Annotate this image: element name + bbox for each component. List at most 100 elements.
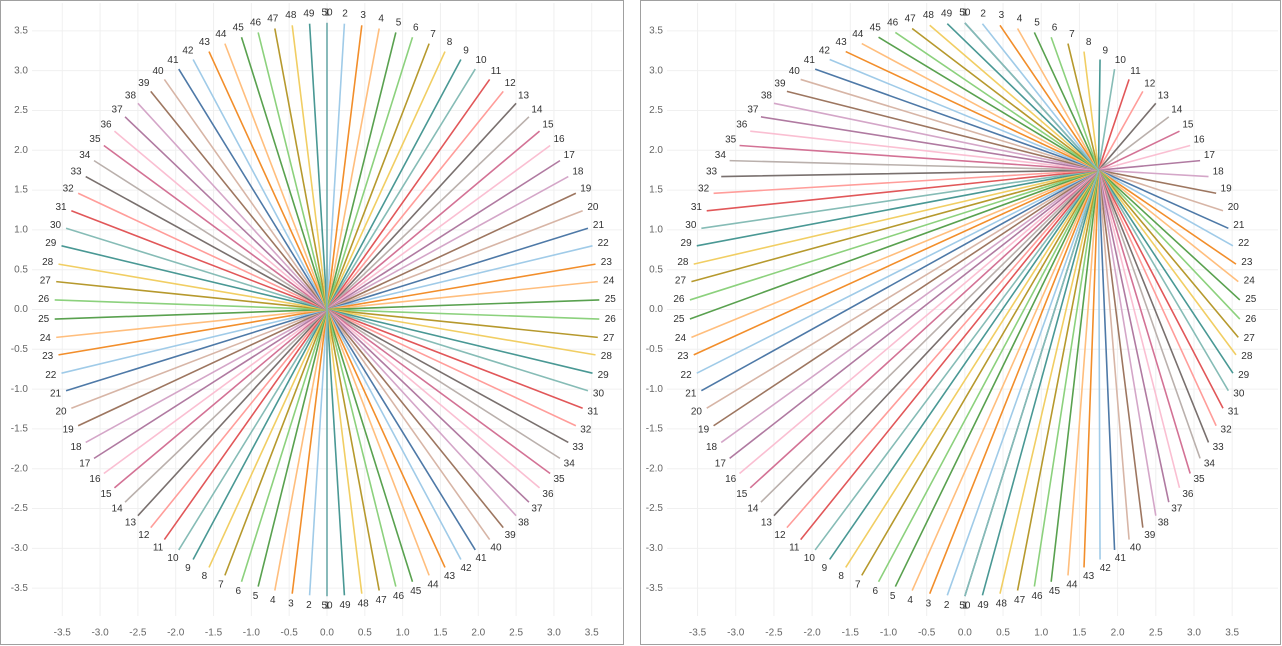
- y-tick-label: -1.5: [11, 424, 29, 435]
- endpoint-label: 39: [505, 530, 517, 541]
- endpoint-label: 38: [1158, 518, 1170, 529]
- endpoint-label: 39: [138, 78, 150, 89]
- endpoint-label: 44: [852, 29, 864, 40]
- endpoint-label: 18: [1213, 166, 1225, 177]
- x-tick-label: 2.5: [1149, 628, 1163, 639]
- x-tick-label: -3.5: [54, 628, 72, 639]
- endpoint-label: 24: [1244, 275, 1256, 286]
- endpoint-label: 31: [56, 202, 68, 213]
- endpoint-label: 21: [50, 388, 62, 399]
- y-tick-label: 2.0: [14, 145, 28, 156]
- endpoint-label: 17: [715, 458, 727, 469]
- endpoint-label: 6: [1052, 22, 1058, 33]
- x-tick-label: -1.5: [205, 628, 223, 639]
- endpoint-label: 33: [1213, 442, 1225, 453]
- x-tick-label: -2.0: [167, 628, 185, 639]
- endpoint-label: 7: [218, 579, 224, 590]
- endpoint-label: 17: [79, 458, 91, 469]
- x-tick-label: -3.5: [689, 628, 707, 639]
- endpoint-label: 35: [553, 474, 565, 485]
- endpoint-label: 14: [531, 105, 543, 116]
- x-tick-label: 0.5: [996, 628, 1010, 639]
- endpoint-label: 49: [340, 600, 352, 611]
- endpoint-label: 3: [926, 598, 932, 609]
- endpoint-label: 27: [40, 275, 52, 286]
- x-tick-label: -0.5: [281, 628, 299, 639]
- endpoint-label: 17: [564, 150, 576, 161]
- x-tick-label: -2.5: [129, 628, 147, 639]
- endpoint-label: 39: [774, 78, 786, 89]
- endpoint-label: 37: [747, 105, 759, 116]
- endpoint-label: 5: [253, 591, 259, 602]
- endpoint-label: 1: [962, 601, 968, 612]
- endpoint-label: 35: [725, 134, 737, 145]
- x-tick-label: -1.5: [842, 628, 860, 639]
- endpoint-label: 38: [761, 91, 773, 102]
- x-tick-label: -1.0: [243, 628, 261, 639]
- endpoint-label: 28: [1241, 351, 1253, 362]
- x-tick-label: 3.5: [585, 628, 599, 639]
- y-tick-label: -2.0: [11, 463, 29, 474]
- endpoint-label: 46: [1031, 591, 1043, 602]
- y-tick-label: -2.5: [11, 503, 29, 514]
- endpoint-label: 45: [233, 22, 245, 33]
- endpoint-label: 26: [38, 294, 50, 305]
- endpoint-label: 5: [396, 17, 402, 28]
- endpoint-label: 19: [63, 425, 75, 436]
- endpoint-label: 6: [235, 586, 241, 597]
- x-tick-label: 3.0: [547, 628, 561, 639]
- endpoint-label: 47: [376, 595, 388, 606]
- endpoint-label: 1: [324, 601, 330, 612]
- endpoint-label: 15: [1182, 119, 1194, 130]
- endpoint-label: 22: [598, 238, 610, 249]
- endpoint-label: 8: [838, 571, 844, 582]
- endpoint-label: 2: [306, 600, 312, 611]
- x-tick-label: -2.0: [803, 628, 821, 639]
- endpoint-label: 49: [978, 600, 990, 611]
- x-tick-label: -0.5: [918, 628, 936, 639]
- endpoint-label: 4: [1017, 13, 1023, 24]
- endpoint-label: 28: [677, 257, 689, 268]
- endpoint-label: 15: [100, 489, 112, 500]
- endpoint-label: 16: [89, 474, 101, 485]
- endpoint-label: 42: [1100, 563, 1112, 574]
- endpoint-label: 37: [112, 105, 124, 116]
- y-tick-label: -3.5: [11, 583, 29, 594]
- endpoint-label: 10: [167, 553, 179, 564]
- y-tick-label: -1.5: [646, 424, 664, 435]
- endpoint-label: 36: [100, 119, 112, 130]
- endpoint-label: 42: [461, 563, 473, 574]
- y-tick-label: -1.0: [646, 384, 664, 395]
- endpoint-label: 47: [1014, 595, 1026, 606]
- y-tick-label: 1.0: [649, 225, 663, 236]
- endpoint-label: 48: [358, 598, 370, 609]
- endpoint-label: 31: [587, 406, 599, 417]
- endpoint-label: 45: [1049, 586, 1061, 597]
- endpoint-label: 25: [605, 294, 617, 305]
- endpoint-label: 50: [959, 601, 971, 612]
- y-tick-label: 0.5: [649, 264, 663, 275]
- endpoint-label: 14: [112, 504, 124, 515]
- endpoint-label: 12: [505, 78, 517, 89]
- endpoint-label: 45: [870, 22, 882, 33]
- endpoint-label: 11: [789, 542, 800, 553]
- endpoint-label: 3: [288, 598, 294, 609]
- endpoint-label: 4: [378, 13, 384, 24]
- endpoint-label: 9: [822, 563, 828, 574]
- x-tick-label: 3.5: [1225, 628, 1239, 639]
- endpoint-label: 20: [1228, 202, 1240, 213]
- endpoint-label: 9: [1102, 45, 1108, 56]
- endpoint-label: 28: [601, 351, 613, 362]
- y-tick-label: 1.5: [14, 185, 28, 196]
- endpoint-label: 40: [1130, 542, 1142, 553]
- endpoint-label: 44: [427, 579, 439, 590]
- endpoint-label: 40: [152, 66, 164, 77]
- y-tick-label: 1.5: [649, 185, 663, 196]
- endpoint-label: 5: [890, 591, 896, 602]
- endpoint-label: 10: [475, 55, 487, 66]
- endpoint-label: 47: [267, 13, 279, 24]
- endpoint-label: 7: [855, 579, 861, 590]
- endpoint-label: 43: [836, 37, 848, 48]
- endpoint-label: 34: [1204, 458, 1216, 469]
